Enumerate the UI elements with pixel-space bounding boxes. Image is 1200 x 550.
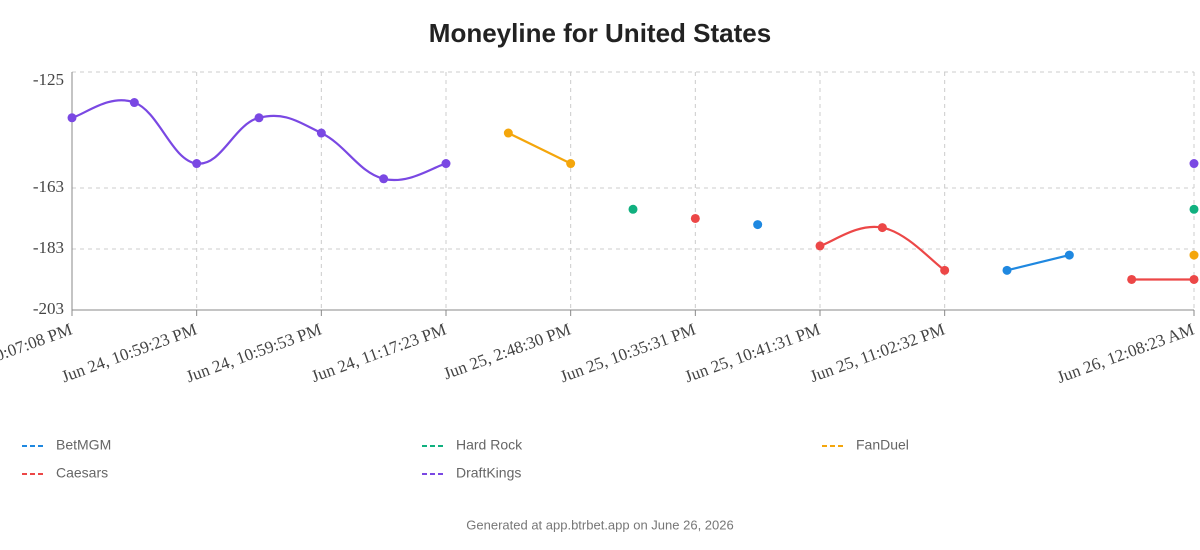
x-tick-label: Jun 26, 12:08:23 AM <box>1054 320 1196 387</box>
chart-title: Moneyline for United States <box>429 18 771 48</box>
y-tick-label: -163 <box>33 177 64 196</box>
x-tick-label: Jun 24, 10:59:53 PM <box>184 320 325 387</box>
point <box>129 98 139 108</box>
point <box>940 265 950 275</box>
y-tick-label: -125 <box>33 70 64 89</box>
point <box>316 128 326 138</box>
x-tick-label: Jun 25, 11:02:32 PM <box>807 320 947 386</box>
series-line <box>1006 254 1070 272</box>
point <box>628 204 638 214</box>
series-line <box>72 100 1194 180</box>
point <box>877 223 887 233</box>
legend-label: FanDuel <box>856 437 909 453</box>
point <box>441 159 451 169</box>
footer: Generated at app.btrbet.app on June 26, … <box>466 517 733 532</box>
x-tick-label: Jun 25, 10:35:31 PM <box>558 320 699 387</box>
x-tick-label: Jun 24, 10:59:23 PM <box>59 320 200 387</box>
point <box>254 113 264 123</box>
point <box>67 113 77 123</box>
point <box>690 213 700 223</box>
point <box>1189 274 1199 284</box>
point <box>1189 250 1199 260</box>
y-tick-label: -183 <box>33 238 64 257</box>
y-tick-label: -203 <box>33 299 64 318</box>
point <box>1064 250 1074 260</box>
point <box>1127 274 1137 284</box>
point <box>753 220 763 230</box>
point <box>1189 159 1199 169</box>
legend-label: Caesars <box>56 465 108 481</box>
point <box>503 128 513 138</box>
point <box>566 159 576 169</box>
legend-label: DraftKings <box>456 465 521 481</box>
point <box>379 174 389 184</box>
point <box>1189 204 1199 214</box>
point <box>815 241 825 251</box>
x-tick-label: Jun 24, 11:17:23 PM <box>309 320 449 386</box>
legend-label: BetMGM <box>56 437 111 453</box>
series-line <box>508 133 1194 255</box>
x-tick-label: Jun 25, 2:48:30 PM <box>441 320 574 384</box>
x-tick-label: Jun 25, 10:41:31 PM <box>682 320 823 387</box>
point <box>1002 265 1012 275</box>
legend-label: Hard Rock <box>456 437 523 453</box>
point <box>192 159 202 169</box>
